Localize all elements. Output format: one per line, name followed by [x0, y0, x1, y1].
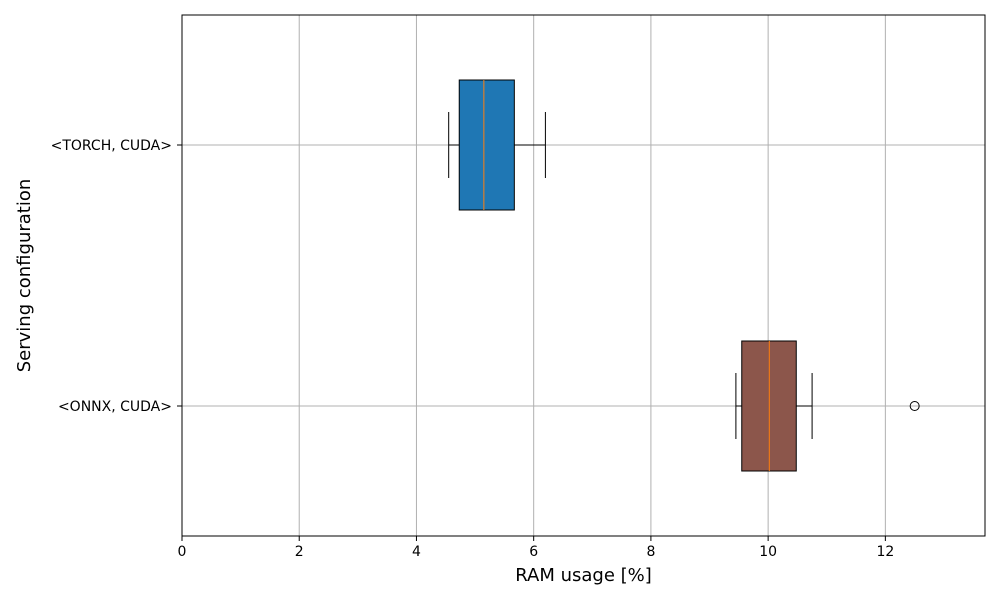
x-tick-label: 12: [876, 544, 894, 560]
x-tick-label: 2: [295, 544, 304, 560]
x-tick-label: 10: [759, 544, 777, 560]
y-axis-label: Serving configuration: [14, 179, 35, 373]
plot-frame: [181, 14, 986, 537]
x-tick-label: 6: [529, 544, 538, 560]
x-tick-label: 8: [646, 544, 655, 560]
y-tick-label: <TORCH, CUDA>: [51, 138, 172, 154]
x-ticks: 0 2 4 6 8 10 12: [178, 536, 894, 560]
x-tick-label: 0: [178, 544, 187, 560]
iqr-box: [458, 79, 515, 211]
x-axis-label: RAM usage [%]: [515, 565, 652, 586]
x-tick-label: 4: [412, 544, 421, 560]
gridlines: [181, 15, 985, 536]
outlier-point: [909, 401, 920, 411]
box-group: [735, 340, 920, 472]
box-group: [448, 79, 546, 211]
y-ticks: <TORCH, CUDA> <ONNX, CUDA>: [51, 138, 182, 415]
y-tick-label: <ONNX, CUDA>: [58, 399, 172, 415]
boxes: [448, 79, 920, 472]
